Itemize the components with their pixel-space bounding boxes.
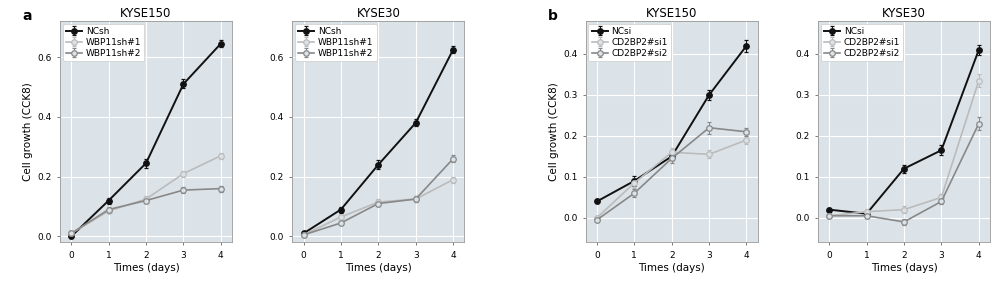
X-axis label: Times (days): Times (days) bbox=[871, 262, 937, 272]
Title: KYSE150: KYSE150 bbox=[646, 7, 697, 20]
Legend: NCsi, CD2BP2#si1, CD2BP2#si2: NCsi, CD2BP2#si1, CD2BP2#si2 bbox=[821, 24, 903, 61]
X-axis label: Times (days): Times (days) bbox=[638, 262, 705, 272]
Title: KYSE30: KYSE30 bbox=[882, 7, 926, 20]
Legend: NCsi, CD2BP2#si1, CD2BP2#si2: NCsi, CD2BP2#si1, CD2BP2#si2 bbox=[588, 24, 671, 61]
Title: KYSE150: KYSE150 bbox=[120, 7, 172, 20]
Title: KYSE30: KYSE30 bbox=[356, 7, 400, 20]
Text: b: b bbox=[548, 9, 558, 23]
Text: a: a bbox=[22, 9, 32, 23]
Legend: NCsh, WBP11sh#1, WBP11sh#2: NCsh, WBP11sh#1, WBP11sh#2 bbox=[63, 24, 144, 61]
Legend: NCsh, WBP11sh#1, WBP11sh#2: NCsh, WBP11sh#1, WBP11sh#2 bbox=[295, 24, 377, 61]
X-axis label: Times (days): Times (days) bbox=[113, 262, 179, 272]
Y-axis label: Cell growth (CCK8): Cell growth (CCK8) bbox=[23, 82, 33, 181]
X-axis label: Times (days): Times (days) bbox=[345, 262, 412, 272]
Y-axis label: Cell growth (CCK8): Cell growth (CCK8) bbox=[549, 82, 559, 181]
